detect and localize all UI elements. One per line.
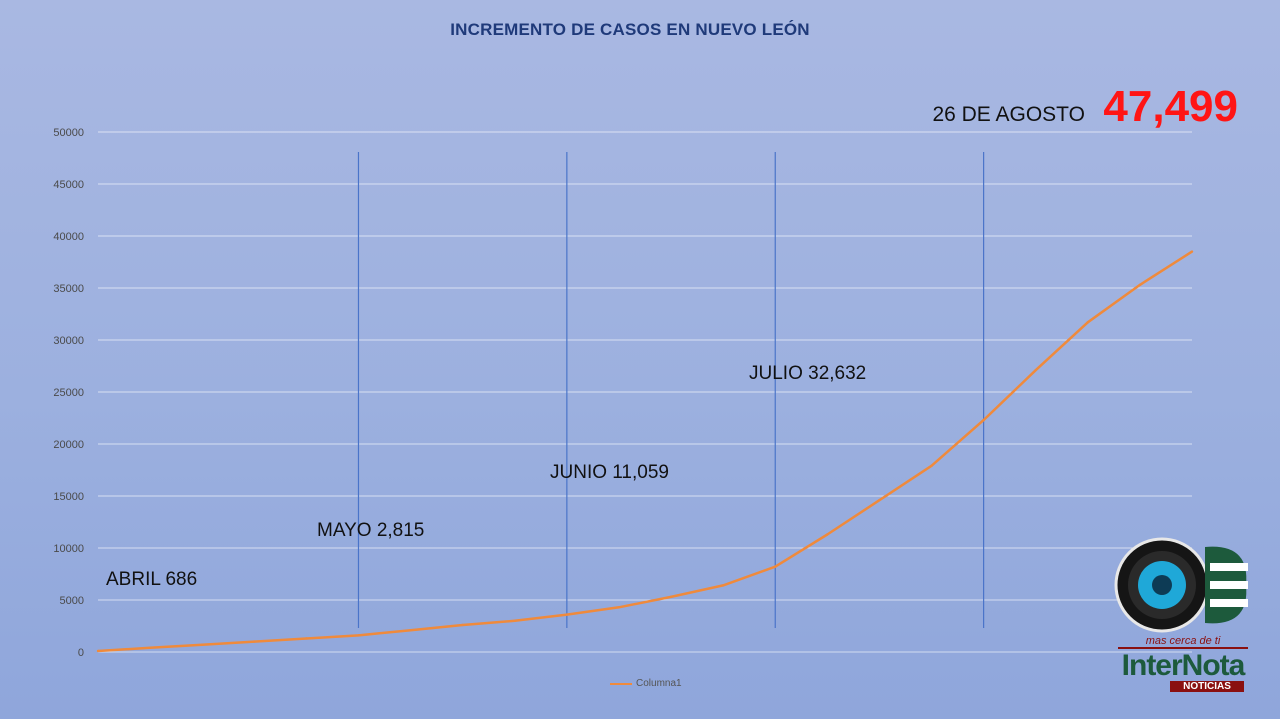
series-point [1190, 250, 1194, 253]
series-point [1034, 368, 1037, 372]
y-tick-label: 50000 [53, 127, 84, 139]
series-point [565, 613, 569, 616]
legend: Columna1 [610, 678, 682, 689]
logo-name: InterNota [1121, 649, 1246, 682]
y-tick-label: 25000 [53, 387, 84, 399]
series-point [357, 634, 360, 637]
logo-slogan: mas cerca de ti [1118, 635, 1248, 649]
series-point [461, 623, 464, 627]
series-point [253, 640, 256, 643]
headline-value: 47,499 [1103, 82, 1238, 131]
y-tick-label: 10000 [53, 543, 84, 555]
y-tick-label: 15000 [53, 491, 84, 503]
series-point [826, 533, 829, 536]
series-points [96, 250, 1194, 653]
internota-logo: mas cerca de ti InterNota NOTICIAS [1110, 535, 1255, 700]
series-point [409, 628, 412, 632]
y-tick-label: 45000 [53, 179, 84, 191]
y-axis-ticks: 0 5000 10000 15000 20000 25000 30000 35000 40000… [53, 127, 84, 659]
gridlines [98, 131, 1192, 653]
y-tick-label: 5000 [60, 595, 84, 607]
y-tick-label: 40000 [53, 231, 84, 243]
series-point [1138, 283, 1142, 287]
series-point [200, 643, 204, 646]
series-point [617, 606, 621, 609]
annotation-julio: JULIO 32,632 [749, 363, 867, 384]
series-line-columna1 [97, 250, 1193, 653]
series-point [96, 649, 100, 653]
y-tick-label: 35000 [53, 283, 84, 295]
y-tick-label: 30000 [53, 335, 84, 347]
y-tick-label: 0 [78, 647, 84, 659]
camera-lens-icon [1114, 537, 1248, 633]
chart-title: INCREMENTO DE CASOS EN NUEVO LEÓN [450, 20, 810, 39]
legend-label: Columna1 [636, 678, 682, 689]
series-point [1086, 321, 1090, 324]
series-point [305, 637, 308, 640]
annotation-mayo: MAYO 2,815 [317, 520, 425, 541]
annotation-junio: JUNIO 11,059 [550, 462, 669, 483]
series-point [878, 498, 881, 502]
series-point [721, 584, 725, 587]
series-point [982, 418, 985, 422]
series-point [930, 464, 933, 468]
y-tick-label: 20000 [53, 439, 84, 451]
headline-label: 26 DE AGOSTO [932, 103, 1085, 126]
headline: 26 DE AGOSTO 47,499 [932, 82, 1238, 132]
series-point [774, 565, 777, 568]
annotation-abril: ABRIL 686 [106, 569, 198, 590]
legend-swatch [610, 682, 632, 685]
series-point [148, 646, 152, 650]
month-markers [357, 152, 985, 628]
logo-sub: NOTICIAS [1170, 681, 1244, 692]
series-point [513, 619, 516, 622]
series-point [669, 595, 673, 599]
